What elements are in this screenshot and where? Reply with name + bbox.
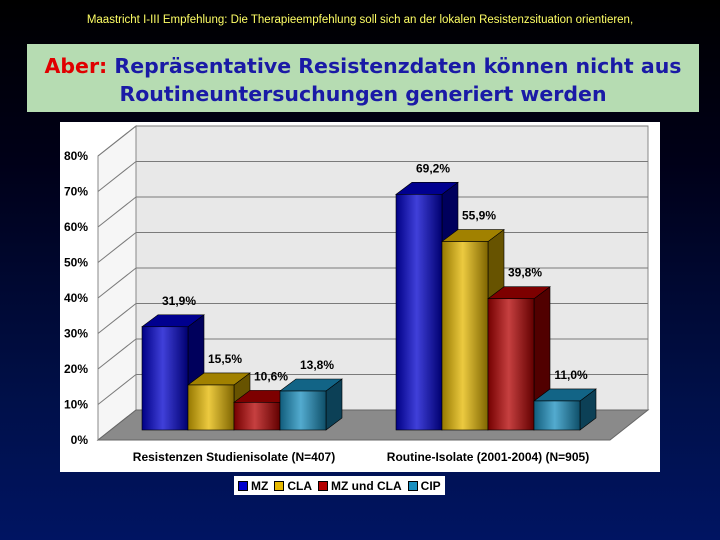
chart-legend: MZ CLA MZ und CLA CIP: [234, 476, 445, 495]
legend-swatch: [318, 480, 328, 491]
legend-label: MZ: [251, 478, 269, 493]
legend-swatch: [407, 480, 418, 491]
category-label: Routine-Isolate (2001-2004) (N=905): [387, 450, 589, 464]
top-note: Maastricht I-III Empfehlung: Die Therapi…: [86, 14, 634, 26]
slide-title-box: Aber: Repräsentative Resistenzdaten könn…: [27, 44, 699, 112]
legend-item: CIP: [407, 478, 441, 493]
bar-mz-und-cla: [487, 298, 535, 431]
data-label: 39,8%: [508, 266, 542, 280]
y-tick-label: 20%: [64, 362, 88, 376]
category-label: Resistenzen Studienisolate (N=407): [133, 450, 335, 464]
legend-swatch: [238, 480, 248, 491]
slide-title-line2: Routineuntersuchungen generiert werden: [119, 82, 607, 106]
legend-item: CLA: [274, 479, 312, 493]
gridline-side: [97, 196, 137, 228]
gridline-side: [97, 374, 137, 405]
legend-swatch: [274, 480, 285, 491]
y-tick-label: 70%: [64, 185, 88, 199]
gridline-side: [97, 125, 137, 157]
bar-mz: [141, 326, 189, 431]
gridline-side: [97, 267, 137, 299]
y-tick-label: 40%: [64, 291, 88, 305]
bar-cla: [187, 384, 235, 431]
bar-mz: [395, 194, 443, 431]
legend-label: CLA: [287, 478, 312, 493]
title-prefix: Aber:: [44, 54, 108, 78]
bar-cip: [279, 390, 327, 431]
slide-title-line1: Aber: Repräsentative Resistenzdaten könn…: [27, 52, 699, 80]
y-tick-label: 60%: [64, 220, 88, 234]
data-label: 15,5%: [208, 352, 242, 366]
data-label: 13,8%: [300, 358, 334, 372]
y-tick-label: 30%: [64, 327, 88, 341]
legend-label: CIP: [420, 478, 441, 493]
data-label: 55,9%: [462, 209, 496, 223]
bar-cla: [441, 241, 489, 431]
legend-item: MZ und CLA: [318, 479, 402, 493]
gridline-side: [97, 232, 137, 263]
gridline-side: [97, 303, 137, 334]
y-tick-label: 10%: [64, 398, 88, 412]
data-label: 31,9%: [162, 294, 196, 308]
data-label: 10,6%: [254, 369, 288, 383]
y-tick-label: 0%: [71, 433, 89, 447]
gridline-side: [97, 161, 137, 192]
category-label-bg: [118, 448, 350, 465]
data-label: 11,0%: [554, 368, 588, 382]
y-tick-label: 80%: [64, 149, 88, 163]
data-label: 69,2%: [416, 161, 450, 175]
category-label-bg: [372, 448, 604, 465]
bar-mz-und-cla: [233, 402, 281, 431]
title-rest: Repräsentative Resistenzdaten können nic…: [114, 54, 682, 78]
gridline-side: [97, 338, 137, 370]
bar-cip: [533, 400, 581, 431]
legend-item: MZ: [238, 479, 268, 493]
y-tick-label: 50%: [64, 256, 88, 270]
legend-label: MZ und CLA: [331, 478, 402, 493]
